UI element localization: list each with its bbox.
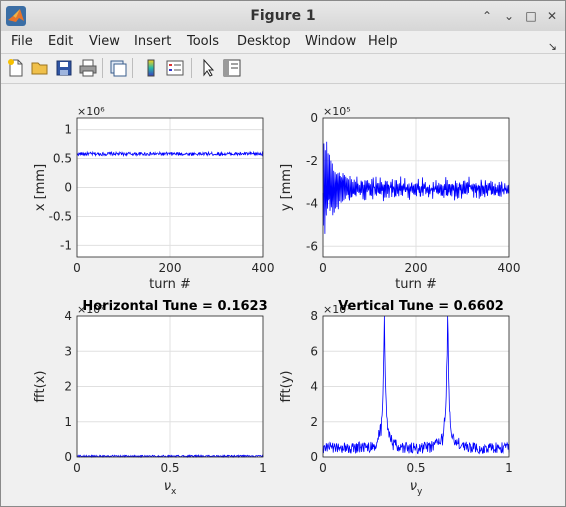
x-tick-label: 400: [252, 261, 275, 275]
menu-window[interactable]: Window: [305, 34, 357, 49]
y-axis-label: x [mm]: [33, 164, 48, 211]
y-tick-label: -6: [306, 239, 318, 253]
y-tick-label: -1: [60, 238, 72, 252]
toolbar-separator: [102, 58, 103, 78]
y-tick-label: 4: [64, 309, 72, 323]
axis-exponent: ×10⁷: [77, 303, 105, 316]
y-axis-label: y [mm]: [279, 164, 294, 211]
y-tick-label: 6: [310, 344, 318, 358]
plot-title: Vertical Tune = 0.6602: [338, 299, 504, 314]
figure-canvas: 0 200 400 1 0.5 0 -0.5 -1 ×10⁶ turn # x [mm] 0 200 40…: [5, 85, 561, 503]
series-line: [76, 150, 264, 158]
axes-box: [76, 117, 264, 258]
x-axis-label-subscript: y: [417, 487, 423, 497]
maximize-button[interactable]: □: [525, 9, 537, 23]
property-inspector-icon[interactable]: [222, 58, 242, 78]
axis-exponent: ×10⁵: [323, 105, 351, 118]
window-menu-button[interactable]: ⌃: [481, 9, 493, 23]
open-folder-icon[interactable]: [30, 58, 50, 78]
y-axis-label: fft(y): [279, 371, 294, 403]
menu-insert[interactable]: Insert: [134, 34, 172, 49]
series-line: [322, 315, 510, 455]
legend-icon[interactable]: [165, 58, 185, 78]
y-tick-label: 0: [310, 111, 318, 125]
menu-help[interactable]: Help: [368, 34, 398, 49]
x-tick-label: 400: [498, 261, 521, 275]
y-tick-label: 1: [64, 123, 72, 137]
y-tick-label: 4: [310, 380, 318, 394]
select-pointer-icon[interactable]: [198, 58, 218, 78]
axis-exponent: ×10⁷: [323, 303, 351, 316]
minimize-button[interactable]: ⌄: [503, 9, 515, 23]
toolbar-expand-icon[interactable]: ↘: [547, 40, 557, 53]
print-icon[interactable]: [78, 58, 98, 78]
menu-tools[interactable]: Tools: [187, 34, 220, 49]
y-tick-label: 0.5: [53, 152, 72, 166]
axes-1: 0 200 400 1 0.5 0 -0.5 -1 ×10⁶ turn # x [mm]: [33, 105, 274, 292]
x-tick-label: 0: [319, 261, 327, 275]
x-axis-label: νy: [410, 479, 423, 497]
axes-2: 0 200 400 0 -2 -4 -6 ×10⁵ turn # y [mm]: [279, 105, 520, 292]
y-tick-label: 1: [64, 415, 72, 429]
axes-box: [76, 315, 264, 458]
x-axis-label: νx: [164, 479, 177, 497]
toolbar-separator: [191, 58, 192, 78]
window-title: Figure 1: [250, 8, 316, 24]
menu-file[interactable]: File: [11, 34, 33, 49]
series-line: [322, 141, 510, 234]
x-tick-label: 0: [73, 461, 81, 475]
axes-box: [322, 117, 510, 258]
y-tick-label: 0: [64, 181, 72, 195]
title-bar[interactable]: Figure 1 ⌃ ⌄ □ ✕: [1, 1, 565, 32]
x-tick-label: 200: [405, 261, 428, 275]
axes-3: 0 0.5 1 4 3 2 1 0 ×10⁷ νx fft(x) Horizontal Tune = …: [33, 299, 268, 497]
axes-4: 0 0.5 1 8 6 4 2 0 ×10⁷ νy fft(y) Vertical Tune = 0.…: [279, 299, 513, 497]
x-tick-label: 0: [73, 261, 81, 275]
x-tick-label: 0.5: [160, 461, 179, 475]
menu-bar: File Edit View Insert Tools Desktop Wind…: [1, 31, 565, 54]
y-axis-label: fft(x): [33, 371, 48, 403]
colorbar-icon[interactable]: [141, 58, 161, 78]
menu-view[interactable]: View: [89, 34, 120, 49]
y-tick-label: -2: [306, 154, 318, 168]
axis-exponent: ×10⁶: [77, 105, 105, 118]
close-button[interactable]: ✕: [546, 9, 558, 23]
y-tick-label: 2: [64, 380, 72, 394]
link-plot-icon[interactable]: [108, 58, 128, 78]
y-tick-label: -0.5: [49, 209, 72, 223]
toolbar-separator: [132, 58, 133, 78]
axes-box: [322, 315, 510, 458]
y-tick-label: 2: [310, 415, 318, 429]
new-figure-icon[interactable]: [6, 58, 26, 78]
x-tick-label: 0.5: [406, 461, 425, 475]
plot-title: Horizontal Tune = 0.1623: [82, 299, 267, 314]
y-tick-label: 3: [64, 344, 72, 358]
x-axis-label: turn #: [149, 277, 191, 292]
menu-edit[interactable]: Edit: [48, 34, 74, 49]
x-tick-label: 1: [505, 461, 513, 475]
x-tick-label: 200: [159, 261, 182, 275]
y-tick-label: 0: [310, 450, 318, 464]
y-tick-label: 0: [64, 450, 72, 464]
x-tick-label: 1: [259, 461, 267, 475]
x-axis-label-subscript: x: [171, 487, 177, 497]
save-icon[interactable]: [54, 58, 74, 78]
menu-desktop[interactable]: Desktop: [237, 34, 291, 49]
toolbar: ↘: [1, 40, 565, 84]
matlab-logo-icon: [6, 6, 26, 26]
x-tick-label: 0: [319, 461, 327, 475]
y-tick-label: 8: [310, 309, 318, 323]
y-tick-label: -4: [306, 197, 318, 211]
x-axis-label: turn #: [395, 277, 437, 292]
